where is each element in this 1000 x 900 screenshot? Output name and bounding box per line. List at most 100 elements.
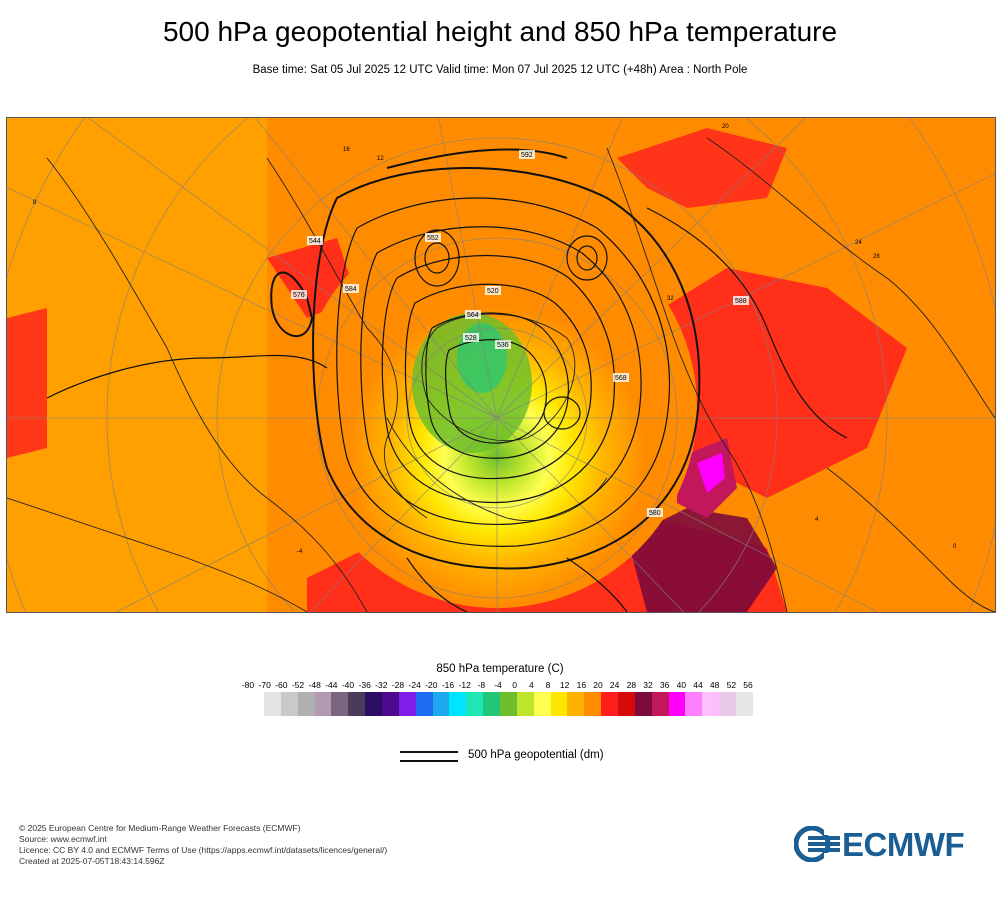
contour-label: 588	[735, 298, 747, 305]
color-swatch	[297, 692, 315, 716]
legend-tick-label: 4	[528, 680, 534, 690]
legend-tick-label: 56	[743, 680, 753, 690]
contour-label: 592	[521, 152, 533, 159]
temperature-label: 0	[953, 544, 957, 550]
color-swatch	[415, 692, 433, 716]
contour-label: 528	[465, 335, 477, 342]
legend-tick-label: -28	[391, 680, 405, 690]
legend-tick-label: 8	[545, 680, 551, 690]
contour-label-group: 592 552 564 536 528 520 568 576 584 544 …	[291, 150, 749, 517]
color-swatch	[719, 692, 737, 716]
color-swatch	[702, 692, 720, 716]
geopotential-legend-label: 500 hPa geopotential (dm)	[468, 749, 604, 761]
contour-label: 576	[293, 292, 305, 299]
legend-tick-label: 32	[643, 680, 653, 690]
color-swatch	[516, 692, 534, 716]
color-swatch	[618, 692, 635, 716]
legend-tick-label: -12	[458, 680, 471, 690]
color-swatch	[668, 692, 686, 716]
legend-tick-label: 28	[626, 680, 637, 690]
color-swatch	[466, 692, 484, 716]
legend-tick-label: -52	[291, 680, 305, 690]
legend-tick-label: -40	[341, 680, 355, 690]
color-swatch	[382, 692, 399, 716]
temperature-label: -4	[297, 549, 303, 555]
contour-label: 584	[345, 286, 357, 293]
legend-tick-label: 16	[576, 680, 587, 690]
legend-tick-label: -32	[375, 680, 388, 690]
temperature-field-west	[7, 118, 267, 612]
color-swatch	[567, 692, 585, 716]
copyright-text: © 2025 European Centre for Medium-Range …	[19, 823, 301, 833]
hot-region-west	[7, 308, 47, 458]
contour-label: 568	[615, 375, 627, 382]
color-swatch	[449, 692, 467, 716]
ecmwf-logo-icon	[793, 825, 840, 863]
color-swatch	[584, 692, 602, 716]
map-svg: 592 552 564 536 528 520 568 576 584 544 …	[7, 118, 995, 612]
contour-label: 520	[487, 288, 499, 295]
temperature-label: 4	[815, 517, 819, 523]
temperature-color-scale	[264, 692, 753, 716]
legend-tick-label: 48	[709, 680, 720, 690]
created-text: Created at 2025-07-05T18:43:14.596Z	[19, 856, 165, 866]
color-swatch	[601, 692, 619, 716]
legend-tick-label: -20	[425, 680, 438, 690]
legend-tick-label: 12	[559, 680, 570, 690]
temperature-label: 16	[343, 147, 350, 153]
legend-tick-label: -8	[477, 680, 486, 690]
color-swatch	[365, 692, 383, 716]
chart-subtitle: Base time: Sat 05 Jul 2025 12 UTC Valid …	[252, 64, 748, 76]
temperature-legend-ticks: -80 -70 -60 -52 -48 -44 -40 -36 -32 -28 -24 -20 -16-…	[242, 680, 758, 692]
legend-tick-label: -48	[308, 680, 321, 690]
color-swatch	[348, 692, 366, 716]
licence-text: Licence: CC BY 4.0 and ECMWF Terms of Us…	[19, 845, 388, 855]
legend-tick-label: 52	[726, 680, 737, 690]
contour-label: 564	[467, 312, 479, 319]
color-swatch	[533, 692, 551, 716]
legend-tick-label: 20	[593, 680, 603, 690]
legend-tick-label: -24	[408, 680, 421, 690]
temperature-label-group: 16 12 8 20 24 28 32 4 0 -4	[33, 124, 957, 555]
contour-label: 580	[649, 510, 661, 517]
color-swatch	[280, 692, 298, 716]
legend-tick-label: 44	[693, 680, 703, 690]
very-hot-region	[627, 508, 777, 612]
legend-tick-label: 40	[676, 680, 687, 690]
color-swatch	[550, 692, 568, 716]
color-swatch	[685, 692, 703, 716]
color-swatch	[483, 692, 501, 716]
temperature-label: 32	[667, 296, 674, 302]
temperature-label: 8	[33, 200, 37, 206]
color-swatch	[331, 692, 349, 716]
color-swatch	[264, 692, 281, 716]
temperature-label: 12	[377, 156, 384, 162]
color-swatch	[500, 692, 517, 716]
coastlines	[7, 137, 995, 612]
hot-region-northeast	[617, 128, 787, 208]
footer: © 2025 European Centre for Medium-Range …	[19, 823, 387, 867]
polar-map: 592 552 564 536 528 520 568 576 584 544 …	[6, 117, 996, 613]
color-swatch	[398, 692, 416, 716]
graticule	[7, 118, 995, 612]
legend-tick-label: 0	[512, 680, 518, 690]
contour-label: 552	[427, 235, 439, 242]
color-swatch	[651, 692, 669, 716]
ecmwf-logo-text: ECMWF	[842, 826, 965, 863]
legend-tick-label: -60	[275, 680, 288, 690]
source-text: Source: www.ecmwf.int	[19, 834, 107, 844]
temperature-legend-title: 850 hPa temperature (C)	[436, 663, 564, 675]
hot-region-east	[647, 268, 907, 498]
color-swatch	[314, 692, 332, 716]
temperature-label: 20	[722, 124, 729, 130]
legend-tick-label: 36	[659, 680, 670, 690]
legend-tick-label: -70	[258, 680, 271, 690]
temperature-label: 28	[873, 254, 880, 260]
color-swatch	[634, 692, 652, 716]
legend-tick-label: -44	[325, 680, 338, 690]
ecmwf-logo: ECMWF	[793, 825, 984, 863]
legend-tick-label: -16	[441, 680, 455, 690]
contour-label: 544	[309, 238, 321, 245]
geopotential-contours	[46, 148, 848, 612]
extreme-heat-core	[697, 453, 725, 493]
